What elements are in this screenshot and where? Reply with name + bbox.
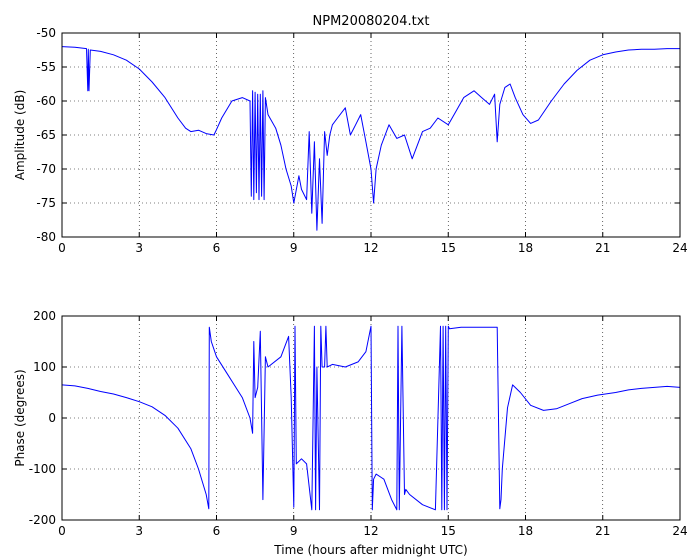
phase-x-tick-label: 15 xyxy=(441,524,456,538)
amplitude-axes-frame xyxy=(61,32,681,238)
phase-x-tick-label: 12 xyxy=(363,524,378,538)
amplitude-y-tick-label: -80 xyxy=(36,230,56,244)
phase-plot: 0 3 6 9 12 15 18 21 24 200 100 0 -100 -200 Phase (degr… xyxy=(13,309,688,557)
phase-y-tick-label: -200 xyxy=(29,513,56,527)
amplitude-x-tick-label: 3 xyxy=(135,241,143,255)
amplitude-x-tick-label: 18 xyxy=(518,241,533,255)
phase-y-axis-label: Phase (degrees) xyxy=(13,369,27,466)
phase-x-tick-label: 21 xyxy=(595,524,610,538)
amplitude-y-tick-label: -70 xyxy=(36,162,56,176)
amplitude-x-tick-label: 9 xyxy=(290,241,298,255)
phase-x-tick-label: 9 xyxy=(290,524,298,538)
amplitude-x-tick-label: 15 xyxy=(441,241,456,255)
amplitude-y-tick-label: -60 xyxy=(36,94,56,108)
amplitude-x-tick-label: 6 xyxy=(213,241,221,255)
phase-x-tick-label: 6 xyxy=(213,524,221,538)
phase-series-line xyxy=(61,325,681,511)
phase-axes-frame xyxy=(61,315,681,521)
phase-x-tick-label: 18 xyxy=(518,524,533,538)
amplitude-y-axis-label: Amplitude (dB) xyxy=(13,90,27,181)
phase-y-tick-label: 100 xyxy=(33,360,56,374)
phase-x-tick-label: 3 xyxy=(135,524,143,538)
phase-x-tick-label: 24 xyxy=(672,524,687,538)
amplitude-plot: 0 3 6 9 12 15 18 21 24 -50 -55 -60 -65 -70 -75 -80 NPM20… xyxy=(13,14,688,255)
amplitude-y-tick-label: -75 xyxy=(36,196,56,210)
amplitude-x-tick-label: 21 xyxy=(595,241,610,255)
amplitude-x-tick-label: 12 xyxy=(363,241,378,255)
amplitude-y-tick-label: -55 xyxy=(36,60,56,74)
chart-title: NPM20080204.txt xyxy=(313,14,430,29)
phase-y-tick-label: -100 xyxy=(29,462,56,476)
amplitude-y-tick-label: -65 xyxy=(36,128,56,142)
amplitude-y-tick-label: -50 xyxy=(36,26,56,40)
amplitude-x-tick-label: 24 xyxy=(672,241,687,255)
amplitude-series-line xyxy=(61,46,680,231)
phase-y-tick-label: 0 xyxy=(48,411,56,425)
amplitude-x-tick-label: 0 xyxy=(58,241,66,255)
phase-x-tick-label: 0 xyxy=(58,524,66,538)
phase-x-axis-label: Time (hours after midnight UTC) xyxy=(273,543,467,557)
phase-y-tick-label: 200 xyxy=(33,309,56,323)
